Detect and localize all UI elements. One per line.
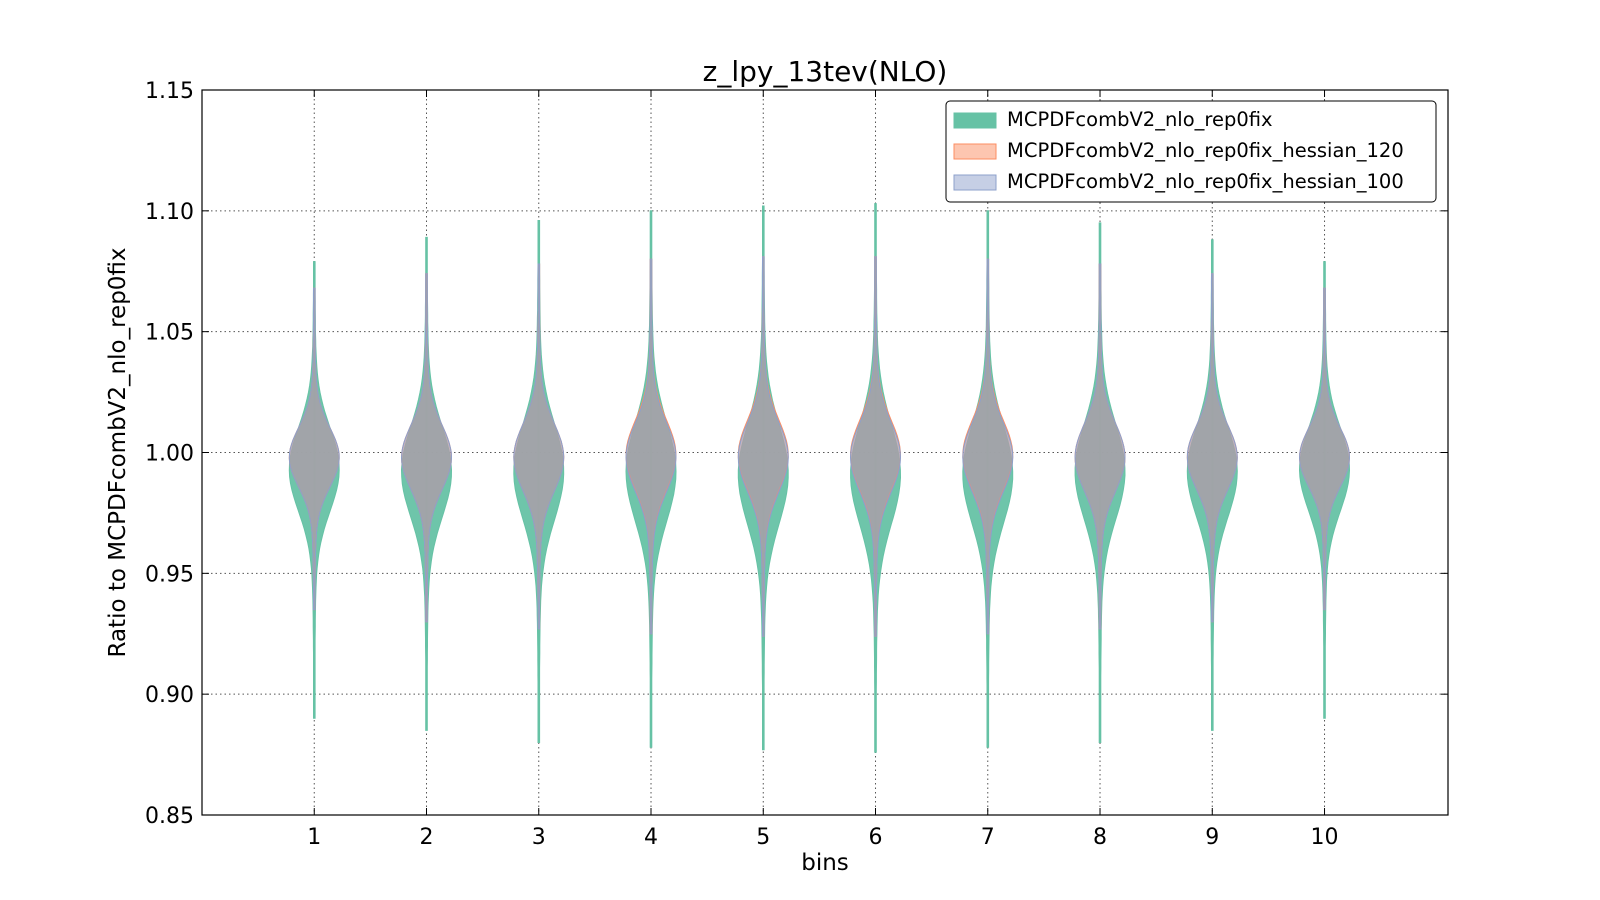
violin-body <box>1298 287 1351 611</box>
violin-body <box>1074 263 1126 630</box>
x-tick-label: 2 <box>420 825 434 850</box>
legend-frame <box>945 100 1437 203</box>
y-tick-label: 0.85 <box>145 804 194 829</box>
violin-body <box>737 256 789 637</box>
y-tick-label: 1.05 <box>145 321 194 346</box>
legend-label: MCPDFcombV2_nlo_rep0fix <box>1007 108 1273 131</box>
y-axis-title: Ratio to MCPDFcombV2_nlo_rep0fix <box>105 247 131 657</box>
y-tick-label: 1.00 <box>145 442 194 467</box>
chart-title: z_lpy_13tev(NLO) <box>703 55 948 88</box>
x-axis-title: bins <box>801 850 849 876</box>
y-tick-label: 0.90 <box>145 683 194 708</box>
x-tick-label: 9 <box>1205 825 1219 850</box>
legend-swatch <box>953 174 997 191</box>
legend-swatch <box>953 112 997 129</box>
legend-swatch <box>953 143 997 160</box>
legend: MCPDFcombV2_nlo_rep0fix MCPDFcombV2_nlo_r… <box>945 100 1437 203</box>
violin-series-3 <box>288 256 1351 637</box>
violin-body <box>962 258 1014 635</box>
tick-layer: 0.85 0.90 0.95 1.00 1.05 1.10 1.15 1 2 3 4 5 6 7 8 9 10 <box>145 79 1448 850</box>
x-tick-label: 8 <box>1093 825 1107 850</box>
x-tick-label: 4 <box>644 825 658 850</box>
violin-body <box>849 256 902 637</box>
y-tick-label: 1.10 <box>145 200 194 225</box>
violin-body <box>1186 273 1238 623</box>
legend-label: MCPDFcombV2_nlo_rep0fix_hessian_120 <box>1007 139 1404 162</box>
x-tick-label: 5 <box>756 825 770 850</box>
y-tick-label: 0.95 <box>145 562 194 587</box>
y-tick-label: 1.15 <box>145 79 194 104</box>
violin-layer <box>288 203 1351 753</box>
violin-body <box>288 287 340 611</box>
x-tick-label: 7 <box>981 825 995 850</box>
violin-body <box>625 258 677 635</box>
x-tick-label: 1 <box>307 825 321 850</box>
violin-series-1 <box>288 203 1351 753</box>
x-tick-label: 3 <box>532 825 546 850</box>
legend-label: MCPDFcombV2_nlo_rep0fix_hessian_100 <box>1007 170 1404 193</box>
violin-body <box>513 263 565 630</box>
x-tick-label: 6 <box>869 825 883 850</box>
x-tick-label: 10 <box>1311 825 1339 850</box>
violin-body <box>400 273 453 623</box>
